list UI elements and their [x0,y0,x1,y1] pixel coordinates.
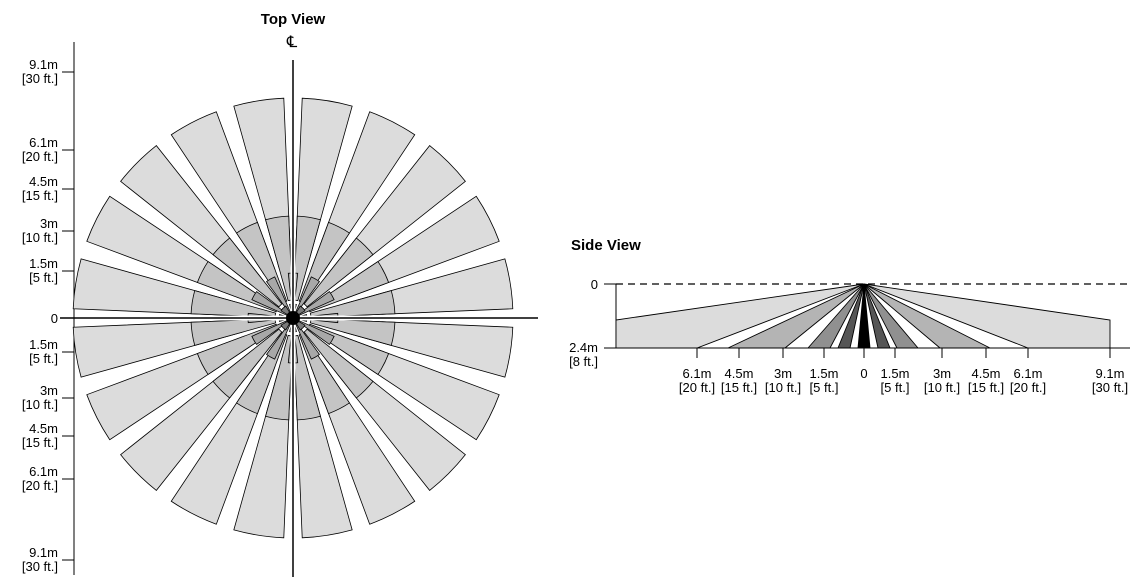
mid-range-zone [190,318,277,346]
scale-label-metric: 0 [51,311,58,326]
mid-range-zone [303,328,374,399]
mid-range-zone [293,334,321,421]
distance-label-imperial: [30 ft.] [1092,380,1128,395]
top-scale-labels: 9.1m[30 ft.]6.1m[20 ft.]4.5m[15 ft.]3m[1… [22,57,74,574]
distance-label-imperial: [10 ft.] [924,380,960,395]
scale-label-metric: 9.1m [29,57,58,72]
top-view-title: Top View [261,11,326,28]
scale-label-imperial: [30 ft.] [22,559,58,574]
mid-range-zone [303,237,374,308]
top-view-diagram: Top View ℄ 9.1m[30 ft.]6.1m[20 ft.]4.5m[… [22,11,538,577]
sensor-center-dot [286,311,300,325]
scale-label-metric: 3m [40,216,58,231]
distance-label-imperial: [10 ft.] [765,380,801,395]
distance-label-metric: 9.1m [1096,366,1125,381]
distance-label-metric: 1.5m [881,366,910,381]
distance-label-imperial: [20 ft.] [1010,380,1046,395]
scale-label-imperial: [10 ft.] [22,397,58,412]
mid-range-zone [265,215,293,302]
distance-label-metric: 1.5m [810,366,839,381]
coverage-pattern-side [615,283,1111,349]
mid-range-zone [212,237,283,308]
scale-label-imperial: [5 ft.] [29,351,58,366]
distance-label-metric: 3m [933,366,951,381]
scale-label-imperial: [5 ft.] [29,270,58,285]
distance-label-metric: 4.5m [972,366,1001,381]
mid-range-zone [212,328,283,399]
distance-label-imperial: [15 ft.] [721,380,757,395]
distance-label-metric: 4.5m [725,366,754,381]
scale-label-imperial: [20 ft.] [22,478,58,493]
scale-label-metric: 9.1m [29,545,58,560]
side-distance-labels: 6.1m[20 ft.]4.5m[15 ft.]3m[10 ft.]1.5m[5… [679,348,1128,395]
mid-range-zone [309,290,396,318]
scale-label-metric: 3m [40,383,58,398]
distance-label-metric: 6.1m [683,366,712,381]
height-label-0: 0 [591,277,598,292]
scale-label-metric: 1.5m [29,337,58,352]
scale-label-metric: 1.5m [29,256,58,271]
distance-label-metric: 0 [860,366,867,381]
scale-label-imperial: [15 ft.] [22,435,58,450]
scale-label-imperial: [15 ft.] [22,188,58,203]
scale-label-imperial: [10 ft.] [22,230,58,245]
distance-label-imperial: [20 ft.] [679,380,715,395]
side-view-diagram: Side View 0 2.4m [8 ft.] 6.1m[20 ft.]4.5… [569,237,1130,395]
distance-label-imperial: [15 ft.] [968,380,1004,395]
centerline-symbol: ℄ [286,34,298,51]
scale-label-imperial: [20 ft.] [22,149,58,164]
distance-label-imperial: [5 ft.] [810,380,839,395]
distance-label-imperial: [5 ft.] [881,380,910,395]
scale-label-metric: 4.5m [29,174,58,189]
scale-label-imperial: [30 ft.] [22,71,58,86]
scale-label-metric: 6.1m [29,464,58,479]
distance-label-metric: 3m [774,366,792,381]
scale-label-metric: 6.1m [29,135,58,150]
distance-label-metric: 6.1m [1014,366,1043,381]
side-view-title: Side View [571,237,641,254]
height-label-2.4m: 2.4m [569,340,598,355]
height-label-8ft: [8 ft.] [569,354,598,369]
scale-label-metric: 4.5m [29,421,58,436]
